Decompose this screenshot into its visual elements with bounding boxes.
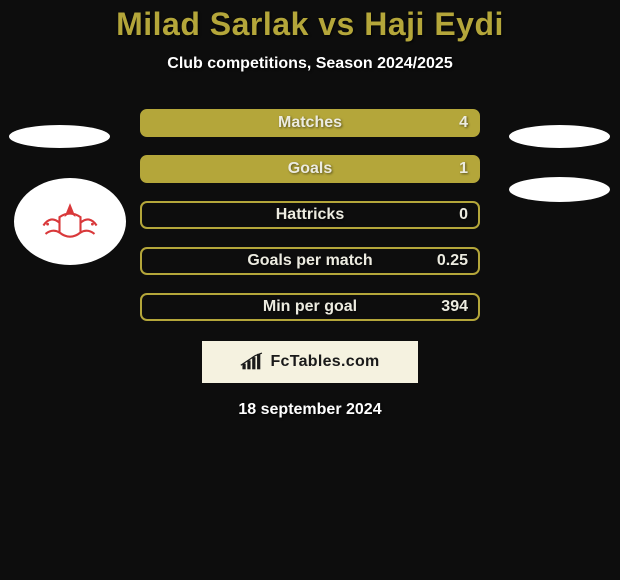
player-right-flag [509, 125, 610, 148]
stat-bar: Min per goal394 [140, 293, 480, 321]
page-title: Milad Sarlak vs Haji Eydi [0, 0, 620, 43]
player-right-club [509, 177, 610, 202]
stat-bar: Goals1 [140, 155, 480, 183]
player-left-club-crest [14, 178, 126, 265]
player-left-flag [9, 125, 110, 148]
stat-value: 0 [459, 206, 468, 224]
stat-bar: Goals per match0.25 [140, 247, 480, 275]
stat-label: Hattricks [142, 206, 478, 224]
stat-value: 4 [459, 114, 468, 132]
brand-chart-icon [240, 352, 266, 372]
stat-bar: Matches4 [140, 109, 480, 137]
stat-label: Matches [142, 114, 478, 132]
stat-label: Goals per match [142, 252, 478, 270]
brand-box[interactable]: FcTables.com [202, 341, 418, 383]
stat-bar: Hattricks0 [140, 201, 480, 229]
comparison-infographic: Milad Sarlak vs Haji Eydi Club competiti… [0, 0, 620, 580]
crest-icon [35, 197, 105, 247]
stat-label: Min per goal [142, 298, 478, 316]
stat-label: Goals [142, 160, 478, 178]
stat-value: 0.25 [437, 252, 468, 270]
stat-value: 394 [441, 298, 468, 316]
date-text: 18 september 2024 [0, 401, 620, 419]
brand-name: FcTables.com [270, 353, 379, 371]
subtitle: Club competitions, Season 2024/2025 [0, 55, 620, 73]
stat-value: 1 [459, 160, 468, 178]
